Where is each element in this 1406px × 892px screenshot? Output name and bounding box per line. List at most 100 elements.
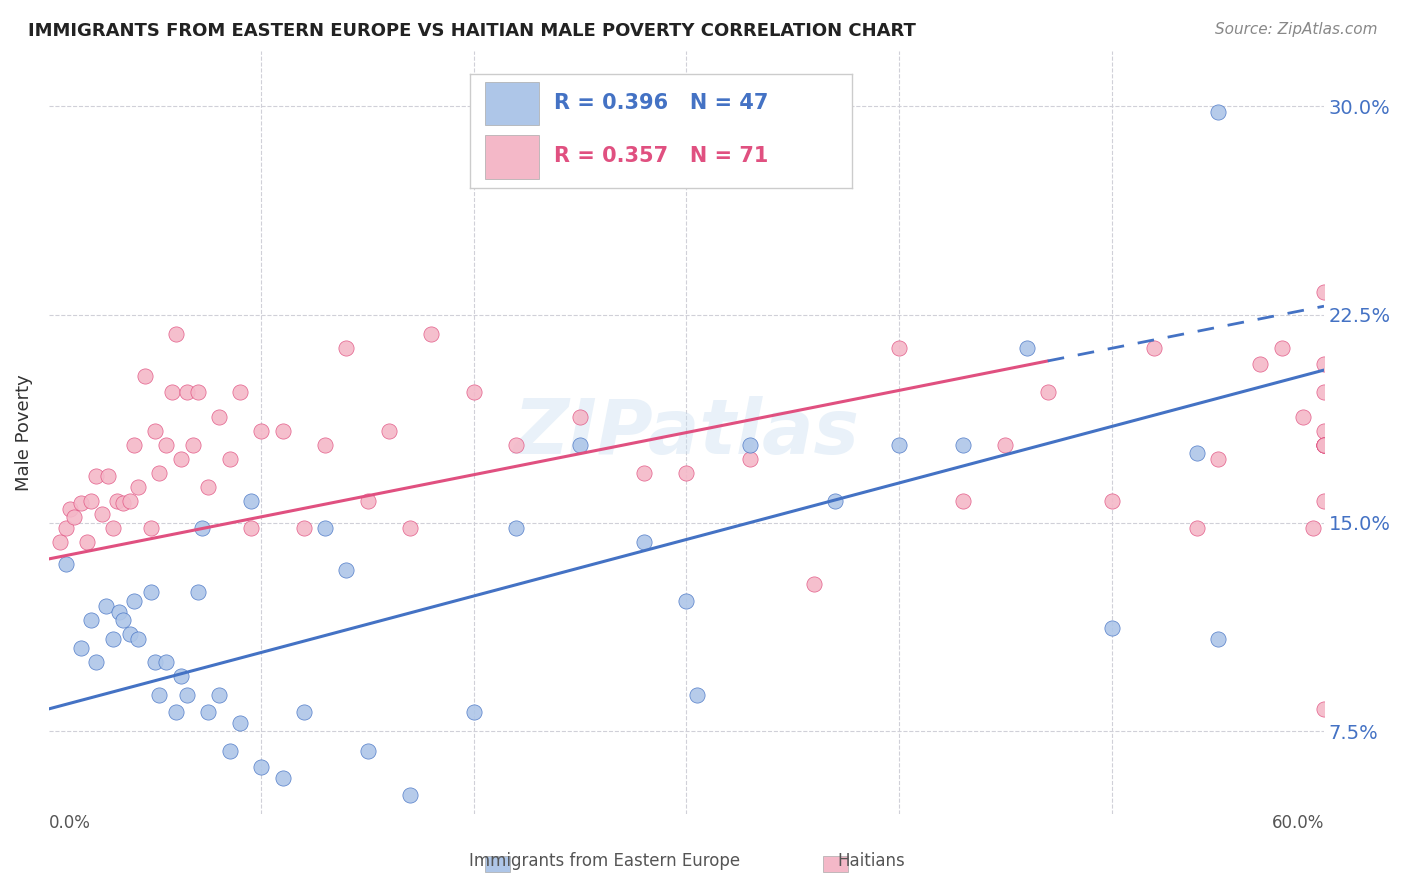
- Point: [48, 535, 70, 549]
- Point: [1313, 285, 1336, 300]
- Point: [63, 510, 86, 524]
- Point: [176, 688, 198, 702]
- Point: [1313, 438, 1336, 452]
- Point: [139, 521, 162, 535]
- Point: [148, 466, 170, 480]
- Point: [803, 577, 825, 591]
- Point: [122, 438, 145, 452]
- Point: [1206, 451, 1229, 466]
- Point: [250, 424, 273, 438]
- Point: [887, 438, 910, 452]
- Point: [952, 438, 974, 452]
- Point: [170, 668, 193, 682]
- Text: IMMIGRANTS FROM EASTERN EUROPE VS HAITIAN MALE POVERTY CORRELATION CHART: IMMIGRANTS FROM EASTERN EUROPE VS HAITIA…: [28, 22, 915, 40]
- Point: [420, 326, 443, 341]
- Point: [887, 341, 910, 355]
- Point: [1185, 521, 1208, 535]
- Point: [250, 760, 273, 774]
- Point: [357, 493, 380, 508]
- Point: [112, 496, 135, 510]
- Text: ZIPatlas: ZIPatlas: [513, 395, 859, 469]
- Point: [740, 451, 762, 466]
- Point: [101, 632, 124, 647]
- Point: [399, 788, 422, 802]
- Point: [118, 627, 141, 641]
- Point: [70, 640, 93, 655]
- Point: [148, 688, 170, 702]
- Point: [1313, 493, 1336, 508]
- Point: [1101, 621, 1123, 635]
- Point: [91, 508, 114, 522]
- Point: [97, 468, 120, 483]
- Point: [633, 466, 655, 480]
- Point: [229, 715, 252, 730]
- Point: [218, 743, 240, 757]
- Point: [55, 521, 77, 535]
- Point: [55, 558, 77, 572]
- Point: [314, 521, 336, 535]
- Point: [229, 385, 252, 400]
- Point: [1313, 438, 1336, 452]
- Point: [101, 521, 124, 535]
- Point: [166, 326, 188, 341]
- Point: [139, 585, 162, 599]
- Point: [160, 385, 183, 400]
- Point: [59, 502, 82, 516]
- Point: [155, 655, 177, 669]
- Point: [292, 521, 315, 535]
- Point: [197, 705, 219, 719]
- Point: [1313, 438, 1336, 452]
- Point: [1302, 521, 1324, 535]
- Point: [122, 593, 145, 607]
- Point: [1036, 385, 1059, 400]
- Point: [1206, 104, 1229, 119]
- Point: [239, 493, 262, 508]
- Point: [952, 493, 974, 508]
- Point: [105, 493, 128, 508]
- Point: [740, 438, 762, 452]
- Point: [292, 705, 315, 719]
- Point: [1313, 385, 1336, 400]
- Point: [314, 438, 336, 452]
- Point: [84, 468, 107, 483]
- Point: [143, 655, 166, 669]
- Point: [155, 438, 177, 452]
- Point: [84, 655, 107, 669]
- Point: [335, 341, 357, 355]
- Point: [76, 535, 98, 549]
- Point: [1143, 341, 1166, 355]
- Point: [108, 605, 131, 619]
- Point: [463, 705, 485, 719]
- Point: [505, 521, 527, 535]
- Point: [463, 385, 485, 400]
- Point: [208, 688, 231, 702]
- Point: [505, 438, 527, 452]
- Point: [378, 424, 401, 438]
- Point: [170, 451, 193, 466]
- Point: [1313, 702, 1336, 716]
- Point: [1313, 438, 1336, 452]
- Point: [271, 772, 294, 786]
- Y-axis label: Male Poverty: Male Poverty: [15, 374, 32, 491]
- Point: [357, 743, 380, 757]
- Point: [569, 410, 592, 425]
- Point: [633, 535, 655, 549]
- Point: [824, 493, 846, 508]
- Point: [218, 451, 240, 466]
- Point: [96, 599, 118, 613]
- Point: [1101, 493, 1123, 508]
- Point: [569, 438, 592, 452]
- Point: [1313, 358, 1336, 372]
- Point: [166, 705, 188, 719]
- Point: [143, 424, 166, 438]
- Point: [80, 613, 103, 627]
- Point: [1313, 438, 1336, 452]
- Point: [994, 438, 1017, 452]
- Point: [1292, 410, 1315, 425]
- Point: [127, 480, 149, 494]
- Point: [134, 368, 156, 383]
- Point: [1185, 446, 1208, 460]
- Point: [183, 438, 205, 452]
- Point: [239, 521, 262, 535]
- Point: [675, 466, 697, 480]
